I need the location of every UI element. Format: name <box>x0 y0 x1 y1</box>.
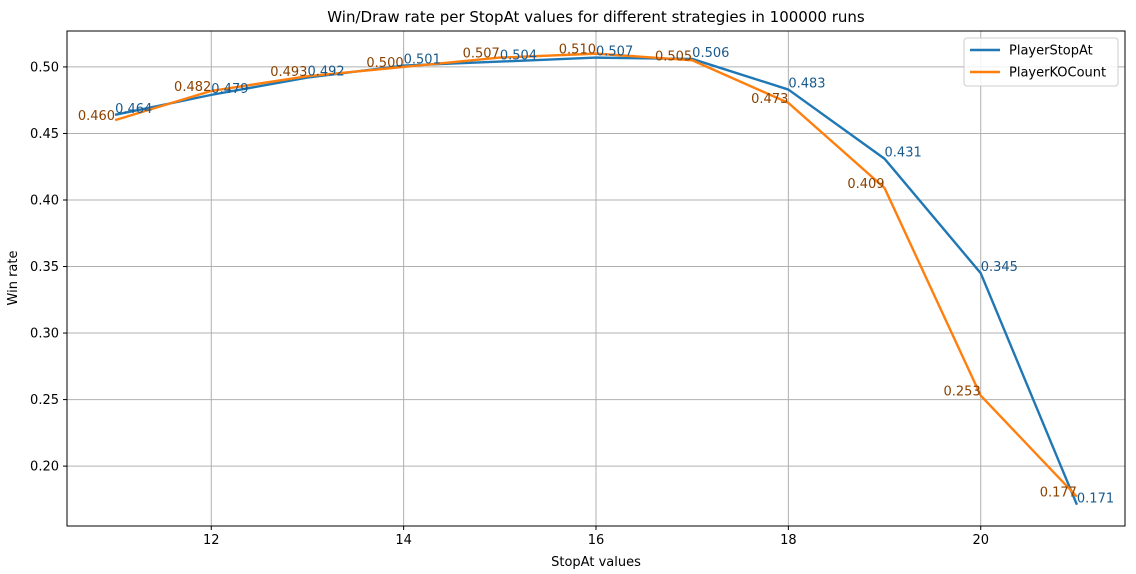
data-label: 0.431 <box>885 146 922 161</box>
data-label: 0.510 <box>559 43 596 58</box>
legend-label: PlayerKOCount <box>1009 66 1106 81</box>
data-label: 0.473 <box>751 92 788 107</box>
legend: PlayerStopAt PlayerKOCount <box>963 37 1119 87</box>
y-tick-label: 0.50 <box>30 60 59 75</box>
data-label: 0.501 <box>404 53 441 68</box>
data-label: 0.177 <box>1040 486 1077 501</box>
data-label: 0.253 <box>944 385 981 400</box>
y-tick-label: 0.20 <box>30 460 59 475</box>
x-axis-ticks: 12 14 16 18 20 <box>203 526 989 548</box>
data-label: 0.460 <box>78 109 115 124</box>
data-label: 0.507 <box>596 45 633 60</box>
data-label: 0.492 <box>307 65 344 80</box>
data-label: 0.464 <box>115 102 152 117</box>
x-tick-label: 12 <box>203 533 220 548</box>
data-label: 0.345 <box>981 260 1018 275</box>
legend-box <box>963 37 1119 87</box>
series-line-playerkocount <box>114 52 1078 498</box>
data-label: 0.171 <box>1077 492 1114 507</box>
chart-title: Win/Draw rate per StopAt values for diff… <box>327 8 865 26</box>
data-label: 0.507 <box>463 47 500 62</box>
data-label: 0.500 <box>366 56 403 71</box>
y-tick-label: 0.35 <box>30 260 59 275</box>
legend-label: PlayerStopAt <box>1009 44 1093 59</box>
x-tick-label: 14 <box>395 533 412 548</box>
grid <box>67 31 1125 526</box>
data-label: 0.479 <box>211 82 248 97</box>
x-axis-label: StopAt values <box>551 555 641 570</box>
y-tick-label: 0.45 <box>30 127 59 142</box>
y-tick-label: 0.30 <box>30 327 59 342</box>
y-tick-label: 0.40 <box>30 193 59 208</box>
series-line-playerstopat <box>114 56 1079 506</box>
data-label: 0.409 <box>847 177 884 192</box>
x-tick-label: 16 <box>588 533 605 548</box>
x-tick-label: 18 <box>780 533 797 548</box>
y-axis-ticks: 0.20 0.25 0.30 0.35 0.40 0.45 0.50 <box>30 60 67 475</box>
series-lines <box>114 52 1079 506</box>
y-tick-label: 0.25 <box>30 393 59 408</box>
data-label: 0.504 <box>500 49 537 64</box>
data-label: 0.505 <box>655 49 692 64</box>
data-label: 0.483 <box>788 77 825 92</box>
x-tick-label: 20 <box>972 533 989 548</box>
data-label: 0.482 <box>174 80 211 95</box>
y-axis-label: Win rate <box>6 251 21 306</box>
data-label: 0.493 <box>270 65 307 80</box>
data-label: 0.506 <box>692 46 729 61</box>
